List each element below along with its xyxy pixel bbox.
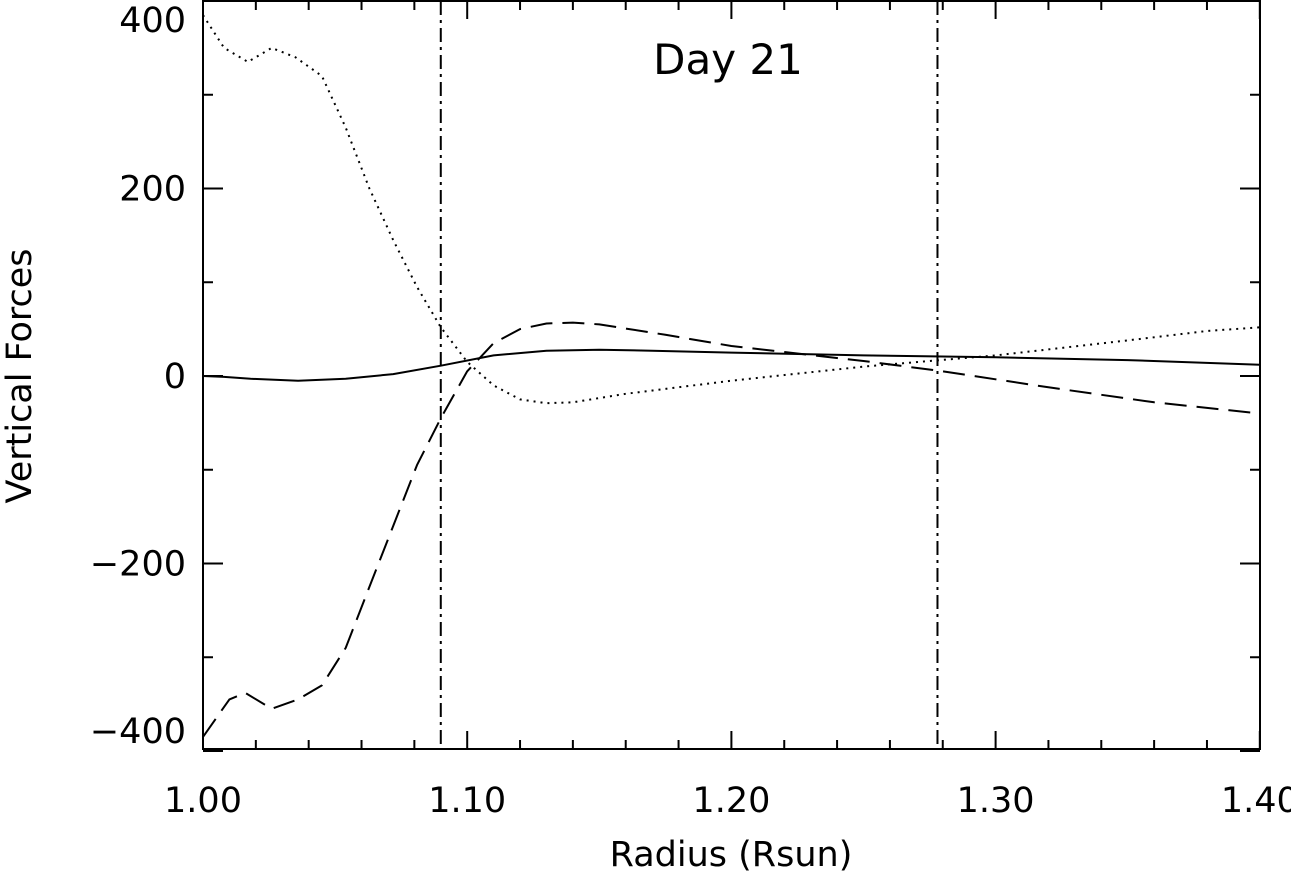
y-tick-label: 0: [164, 357, 186, 397]
chart-title: Day 21: [653, 35, 803, 84]
y-tick-label: −200: [90, 545, 186, 585]
y-tick-label: −400: [90, 712, 186, 752]
x-tick-label: 1.20: [692, 781, 770, 821]
y-axis-label: Vertical Forces: [0, 248, 40, 503]
x-tick-label: 1.40: [1221, 781, 1291, 821]
x-axis-label: Radius (Rsun): [610, 835, 853, 875]
ticks: [202, 0, 1261, 752]
y-tick-label: 200: [119, 170, 186, 210]
series-solid-line: [202, 348, 1260, 382]
x-tick-label: 1.00: [164, 781, 242, 821]
plot-frame: [202, 0, 1261, 750]
x-tick-labels: 1.00 1.10 1.20 1.30 1.40: [164, 781, 1291, 821]
series-group: [202, 14, 1260, 738]
y-tick-labels: −400 −200 0 200 400: [90, 1, 186, 752]
vertical-markers: [439, 1, 939, 749]
x-tick-label: 1.10: [428, 781, 506, 821]
y-tick-label: 400: [119, 1, 186, 41]
series-dashed-line: [202, 321, 1260, 738]
x-tick-label: 1.30: [957, 781, 1035, 821]
